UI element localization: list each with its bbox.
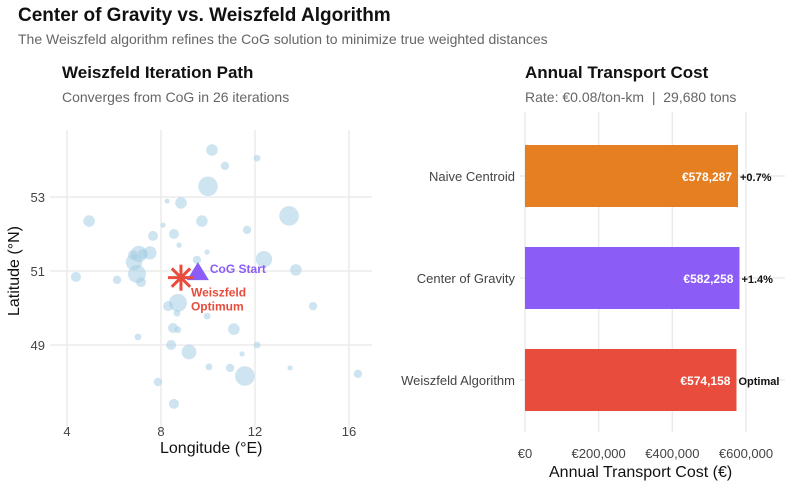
demand-point [137,248,148,259]
demand-point [160,222,166,228]
demand-point [70,271,81,282]
demand-point [174,326,182,334]
demand-point [290,264,302,276]
demand-point [166,340,177,350]
bar [525,247,740,309]
demand-point [198,176,218,197]
bar-annotation: Optimal [738,376,779,388]
bar-annotation: +0.7% [740,172,772,184]
demand-point [153,377,163,387]
y-tick-label: 53 [31,190,45,205]
demand-point [205,363,213,371]
x-tick-label: €600,000 [719,446,773,461]
optimum-label: Optimum [191,300,244,314]
weiszfeld-label: Weiszfeld [191,286,246,300]
demand-point [228,323,240,335]
weiszfeld-optimum-marker [170,267,192,288]
x-tick-label: €200,000 [572,446,626,461]
bar-subtitle: Rate: €0.08/ton-km | 29,680 tons [525,89,737,105]
bar-value-label: €574,158 [680,374,730,388]
bar [525,349,737,411]
bar-value-label: €582,258 [683,272,733,286]
bar-xlabel: Annual Transport Cost (€) [549,464,733,481]
demand-point [204,249,210,255]
demand-point [168,398,179,409]
demand-point [134,333,142,341]
demand-point [255,250,273,268]
demand-point [242,225,252,235]
figure-subtitle: The Weiszfeld algorithm refines the CoG … [18,31,548,47]
scatter-title: Weiszfeld Iteration Path [62,63,254,82]
demand-point [225,363,235,373]
x-tick-label: 16 [342,424,356,439]
demand-point [168,293,187,312]
demand-point [253,154,261,162]
demand-point [235,366,255,386]
x-tick-label: 4 [63,424,70,439]
category-label: Center of Gravity [417,271,516,286]
figure-title: Center of Gravity vs. Weiszfeld Algorith… [18,5,391,26]
cog-start-marker [186,262,209,281]
demand-point [175,197,187,209]
bar [525,145,739,207]
demand-point [181,344,197,360]
demand-point [203,312,211,320]
demand-point [206,144,218,156]
demand-point [279,206,299,226]
y-tick-label: 51 [31,264,45,279]
scatter-xlabel: Longitude (°E) [160,440,263,457]
demand-point [176,242,182,248]
bar-title: Annual Transport Cost [525,63,709,82]
x-tick-label: €400,000 [645,446,699,461]
x-tick-label: 12 [248,424,262,439]
demand-point [164,198,170,204]
demand-point [136,277,147,288]
demand-point [173,309,181,317]
demand-point [353,369,363,379]
demand-point [168,229,179,239]
demand-point [83,215,95,227]
demand-point [308,301,318,311]
bar-annotation: +1.4% [741,274,773,286]
demand-point [287,365,293,371]
demand-point [220,161,230,171]
demand-point [253,341,261,349]
category-label: Naive Centroid [429,169,515,184]
demand-point [192,255,202,265]
demand-point [112,275,122,285]
scatter-subtitle: Converges from CoG in 26 iterations [62,89,290,105]
demand-point [196,215,208,227]
category-label: Weiszfeld Algorithm [401,373,515,388]
demand-point [239,351,245,357]
y-tick-label: 49 [31,338,45,353]
bar-value-label: €578,287 [682,170,732,184]
demand-point [148,230,159,241]
x-tick-label: 8 [157,424,164,439]
x-tick-label: €0 [518,446,532,461]
cog-start-label: CoG Start [210,262,266,276]
demand-point [163,301,174,312]
